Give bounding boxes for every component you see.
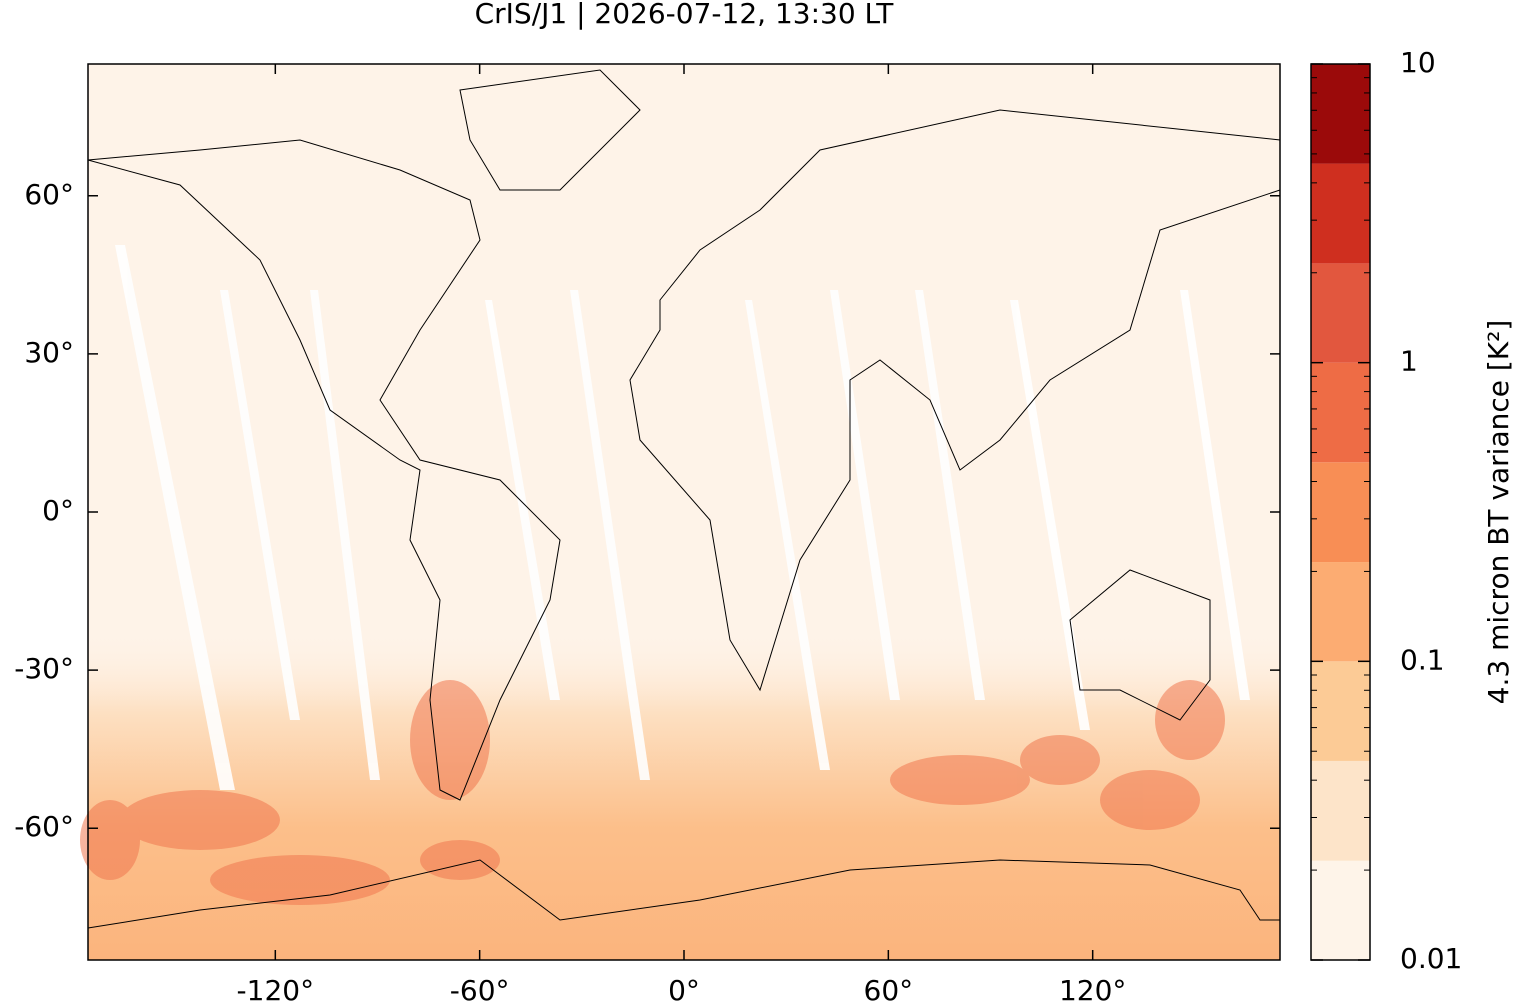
colorbar-tick-label: 0.1	[1400, 643, 1445, 676]
y-tick-label: 0°	[42, 494, 74, 527]
colorbar-level	[1311, 562, 1370, 662]
colorbar-level	[1311, 163, 1370, 264]
colorbar-level	[1311, 860, 1370, 960]
colorbar-tick-label: 1	[1400, 345, 1418, 378]
x-tick-label: 120°	[1059, 974, 1126, 1002]
y-tick-label: 30°	[24, 336, 74, 369]
colorbar-label-group: 4.3 micron BT variance [K²]	[1482, 320, 1515, 705]
colorbar-level	[1311, 661, 1370, 761]
colorbar-level	[1311, 263, 1370, 363]
y-tick-label: -60°	[14, 810, 74, 843]
y-tick-label: 60°	[24, 178, 74, 211]
colorbar-tick-label: 0.01	[1400, 942, 1462, 975]
x-tick-label: -60°	[450, 974, 510, 1002]
colorbar-level	[1311, 760, 1370, 861]
map-field	[80, 64, 1281, 960]
chart-title: CrIS/J1 | 2026-07-12, 13:30 LT	[475, 0, 895, 30]
x-tick-label: 60°	[864, 974, 914, 1002]
colorbar-label: 4.3 micron BT variance [K²]	[1482, 320, 1515, 705]
colorbar-level	[1311, 64, 1370, 164]
colorbar-tick-label: 10	[1400, 46, 1436, 79]
x-tick-label: 0°	[668, 974, 700, 1002]
colorbar-level	[1311, 362, 1370, 463]
y-tick-label: -30°	[14, 652, 74, 685]
colorbar-level	[1311, 462, 1370, 563]
colorbar-frame	[1310, 63, 1371, 961]
x-tick-label: -120°	[237, 974, 315, 1002]
